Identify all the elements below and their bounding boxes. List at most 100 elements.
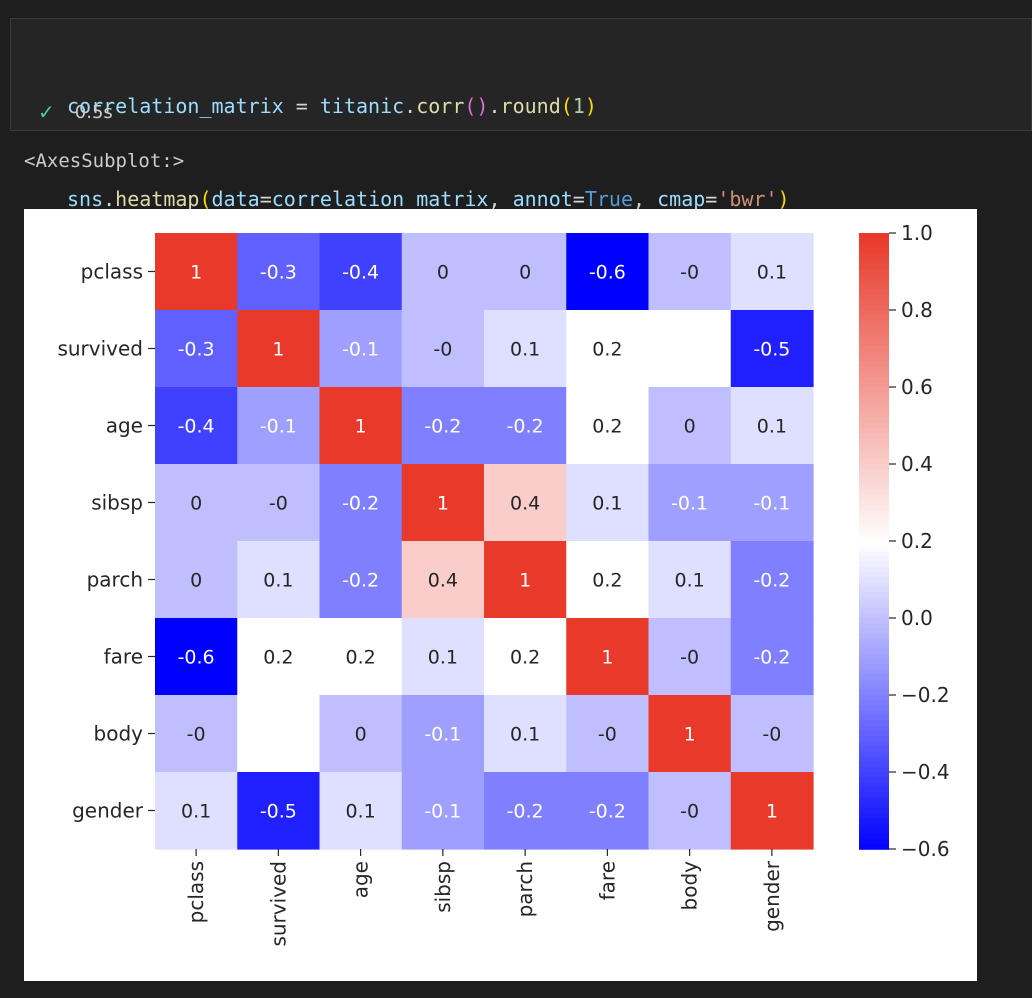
cell-annotation: 0.2: [263, 647, 293, 669]
cell-annotation: -0.3: [178, 339, 215, 361]
heatmap-cell: [401, 464, 485, 542]
code-editor[interactable]: correlation_matrix = titanic.corr().roun…: [67, 29, 790, 246]
colorbar-segment: [859, 371, 889, 378]
heatmap-cell: [237, 695, 321, 773]
colorbar-segment: [859, 695, 889, 701]
heatmap-cell: [730, 464, 814, 542]
colorbar-tick-label: 0.8: [901, 298, 933, 322]
cell-annotation: -0: [762, 724, 781, 746]
colorbar-segment: [859, 525, 889, 532]
colorbar-segment: [859, 792, 889, 799]
y-tick-label: age: [106, 414, 143, 438]
colorbar-segment: [859, 453, 889, 460]
code-line-2: sns.heatmap(data=correlation_matrix, ann…: [67, 187, 790, 211]
colorbar-segment: [859, 458, 889, 465]
cell-annotation: -0.5: [753, 339, 790, 361]
heatmap-cell: [155, 464, 238, 542]
colorbar-segment: [859, 725, 889, 732]
cell-annotation: 0: [519, 262, 531, 284]
colorbar-segment: [859, 422, 889, 429]
y-tick-label: body: [94, 722, 144, 746]
heatmap-cell: [484, 618, 567, 696]
colorbar-segment: [859, 484, 889, 491]
colorbar-segment: [859, 715, 889, 722]
colorbar-segment: [859, 618, 889, 624]
heatmap-cell: [237, 618, 321, 696]
cell-annotation: -0.2: [342, 570, 379, 592]
code-cell[interactable]: [10, 18, 1032, 131]
colorbar-segment: [859, 818, 889, 825]
cell-annotation: 0.1: [346, 801, 376, 823]
heatmap-cell: [237, 310, 321, 388]
colorbar-segment: [859, 802, 889, 809]
cell-annotation: -0.6: [178, 647, 215, 669]
colorbar-segment: [859, 838, 889, 845]
colorbar-segment: [859, 787, 889, 794]
heatmap-cell: [401, 541, 485, 619]
heatmap-cell: [730, 233, 814, 311]
colorbar-segment: [859, 392, 889, 399]
colorbar-segment: [859, 556, 889, 563]
y-tick-label: pclass: [81, 260, 143, 284]
colorbar-segment: [859, 807, 889, 814]
y-tick-label: parch: [87, 568, 143, 592]
heatmap-cell: [319, 233, 403, 311]
heatmap-cell: [648, 233, 732, 311]
colorbar-segment: [859, 397, 889, 404]
heatmap-cell: [155, 772, 238, 850]
colorbar-segment: [859, 510, 889, 517]
cell-annotation: 1: [355, 416, 367, 438]
x-tick-label: fare: [595, 861, 619, 900]
colorbar-segment: [859, 366, 889, 373]
heatmap-cell: [484, 233, 567, 311]
cell-annotation: 0: [190, 493, 202, 515]
colorbar-segment: [859, 772, 889, 778]
colorbar-segment: [859, 274, 889, 280]
heatmap-cell: [155, 695, 238, 773]
colorbar-segment: [859, 607, 889, 614]
cell-annotation: -0.2: [342, 493, 379, 515]
colorbar-segment: [859, 515, 889, 522]
heatmap-chart: 1 -0.3 -0.4 0 0 -0.6 -0 0.1 -0.3 1 -0.1 -0 0.1 0.2 -0.…: [57, 221, 949, 947]
colorbar-segment: [859, 499, 889, 506]
heatmap-cell: [648, 464, 732, 542]
colorbar-segment: [859, 843, 889, 850]
heatmap-cell: [730, 310, 814, 388]
colorbar-segment: [859, 443, 889, 450]
heatmap-cell: [566, 695, 650, 773]
colorbar-segment: [859, 828, 889, 835]
colorbar-segment: [859, 756, 889, 763]
colorbar-segment: [859, 417, 889, 424]
colorbar-segment: [859, 263, 889, 270]
colorbar-segment: [859, 659, 889, 665]
code-line-1: correlation_matrix = titanic.corr().roun…: [67, 94, 597, 118]
heatmap-cell: [730, 618, 814, 696]
heatmap-cell: [730, 695, 814, 773]
heatmap-cell: [484, 772, 567, 850]
colorbar-segment: [859, 664, 889, 671]
cell-annotation: -0: [187, 724, 206, 746]
colorbar-tick-label: 0.2: [901, 529, 933, 553]
colorbar-segment: [859, 335, 889, 342]
heatmap-cell: [401, 618, 485, 696]
heatmap-cell: [484, 695, 567, 773]
colorbar-segment: [859, 320, 889, 327]
colorbar-segment: [859, 376, 889, 383]
colorbar-segment: [859, 407, 889, 414]
colorbar-segment: [859, 623, 889, 630]
cell-annotation: 0.2: [592, 339, 622, 361]
heatmap-cell: [648, 618, 732, 696]
cell-annotation: -0.2: [753, 647, 790, 669]
colorbar-segment: [859, 433, 889, 440]
cell-annotation: -0.2: [589, 801, 626, 823]
colorbar-segment: [859, 730, 889, 737]
colorbar-segment: [859, 294, 889, 301]
colorbar-segment: [859, 705, 889, 712]
cell-annotation: -0.1: [671, 493, 708, 515]
colorbar-segment: [859, 325, 889, 332]
colorbar-segment: [859, 248, 889, 255]
colorbar-segment: [859, 535, 889, 542]
heatmap-cell: [155, 618, 238, 696]
colorbar-segment: [859, 381, 889, 388]
colorbar-segment: [859, 823, 889, 830]
